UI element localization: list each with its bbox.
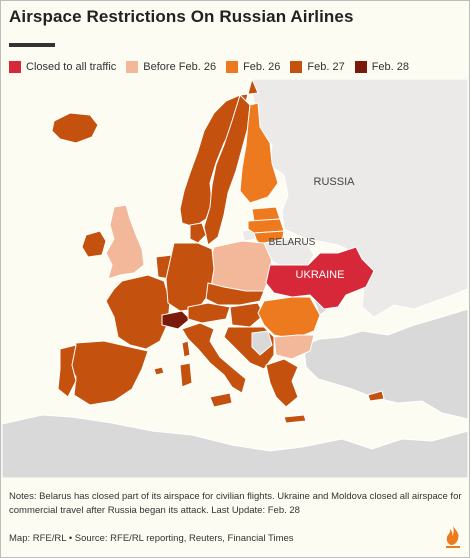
region-austria [187, 302, 231, 324]
label-russia: RUSSIA [314, 176, 356, 188]
region-north-africa [2, 414, 468, 478]
region-belarus [263, 238, 315, 268]
legend-item-before-feb26: Before Feb. 26 [126, 61, 216, 73]
legend-label-feb26: Feb. 26 [243, 61, 281, 73]
legend-label-closed: Closed to all traffic [26, 61, 117, 73]
region-bulgaria [273, 334, 315, 360]
legend-swatch-feb27 [290, 61, 303, 73]
region-greece [265, 358, 299, 408]
region-corsica [181, 340, 191, 358]
legend-swatch-before-feb26 [126, 61, 139, 73]
europe-map: RUSSIA BELARUS UKRAINE [2, 79, 468, 478]
region-serbia [251, 330, 273, 356]
region-czechia-slovakia [205, 282, 265, 306]
legend-item-feb27: Feb. 27 [290, 61, 345, 73]
legend-item-closed: Closed to all traffic [9, 61, 116, 73]
legend: Closed to all traffic Before Feb. 26 Feb… [9, 59, 419, 75]
region-portugal [57, 344, 77, 398]
credits: Map: RFE/RL • Source: RFE/RL reporting, … [9, 533, 294, 544]
region-italy [181, 322, 247, 394]
region-turkey-caucasus [303, 308, 468, 420]
region-finland [239, 102, 279, 204]
label-ukraine: UKRAINE [296, 269, 345, 281]
region-crete [283, 414, 307, 424]
region-ireland [81, 230, 107, 258]
title-rule [9, 43, 55, 47]
legend-label-feb27: Feb. 27 [307, 61, 345, 73]
legend-swatch-feb26 [226, 61, 239, 73]
region-balearic [153, 366, 165, 376]
legend-label-feb28: Feb. 28 [371, 61, 410, 73]
region-iceland [51, 112, 99, 144]
region-hungary [229, 302, 265, 328]
label-belarus: BELARUS [269, 237, 316, 248]
page-title: Airspace Restrictions On Russian Airline… [9, 7, 354, 26]
region-united-kingdom [105, 204, 145, 280]
rferl-flame-logo [446, 526, 460, 548]
legend-swatch-feb28 [354, 61, 367, 73]
region-france [105, 274, 171, 350]
legend-label-before-feb26: Before Feb. 26 [143, 61, 217, 73]
region-denmark [189, 222, 207, 244]
region-cyprus [367, 390, 385, 402]
region-switzerland [161, 310, 191, 330]
legend-item-feb28: Feb. 28 [354, 61, 410, 73]
region-sweden [203, 94, 251, 246]
legend-item-feb26: Feb. 26 [226, 61, 280, 73]
region-sicily [209, 392, 233, 408]
legend-swatch-closed [9, 61, 21, 73]
region-sardinia [179, 362, 193, 388]
region-ukraine [265, 246, 375, 310]
notes: Notes: Belarus has closed part of its ai… [9, 491, 462, 516]
